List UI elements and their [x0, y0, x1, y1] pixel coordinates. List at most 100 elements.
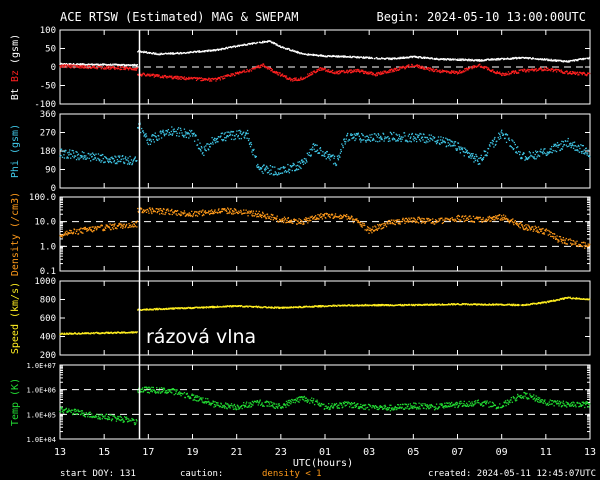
data-point — [184, 131, 187, 133]
data-point — [160, 52, 163, 55]
data-point — [535, 158, 537, 160]
data-point — [432, 136, 434, 138]
data-point — [188, 133, 190, 135]
data-point — [320, 69, 322, 72]
data-point — [333, 155, 336, 157]
data-point — [86, 67, 88, 69]
data-point — [506, 134, 509, 136]
data-point — [107, 65, 110, 68]
data-point — [323, 155, 325, 157]
data-point — [247, 212, 250, 214]
data-point — [378, 72, 380, 74]
data-point — [527, 224, 529, 226]
data-point — [207, 148, 209, 150]
data-point — [472, 67, 474, 69]
data-point — [550, 151, 552, 153]
data-point — [559, 69, 561, 72]
data-point — [437, 303, 440, 306]
data-point — [361, 224, 363, 226]
data-point — [120, 332, 122, 334]
data-point — [371, 57, 374, 60]
data-point — [431, 57, 433, 59]
data-point — [416, 140, 418, 143]
data-point — [175, 75, 177, 77]
data-point — [97, 63, 99, 65]
data-point — [81, 151, 84, 153]
data-point — [262, 212, 264, 215]
data-point — [77, 157, 79, 159]
data-point — [163, 53, 166, 55]
data-point — [95, 63, 98, 65]
data-point — [104, 68, 106, 70]
data-point — [438, 142, 441, 145]
data-point — [319, 305, 321, 307]
data-point — [241, 213, 243, 215]
data-point — [411, 303, 413, 306]
data-point — [81, 232, 83, 234]
data-point — [80, 227, 82, 229]
data-point — [525, 224, 527, 226]
data-point — [415, 65, 417, 68]
data-point — [373, 139, 375, 141]
data-point — [347, 305, 349, 307]
data-point — [547, 229, 549, 232]
data-point — [359, 71, 361, 74]
data-point — [127, 157, 129, 159]
data-point — [213, 139, 215, 141]
data-point — [376, 304, 378, 306]
data-point — [563, 239, 565, 241]
data-point — [217, 209, 220, 211]
data-point — [258, 165, 260, 168]
data-point — [449, 219, 451, 221]
data-point — [92, 226, 94, 228]
data-point — [91, 155, 93, 158]
data-point — [60, 148, 63, 150]
data-point — [343, 138, 345, 140]
data-point — [252, 153, 254, 156]
data-point — [213, 212, 215, 215]
data-point — [173, 308, 175, 310]
data-point — [379, 137, 381, 139]
data-point — [153, 141, 155, 143]
data-point — [219, 211, 221, 213]
data-point — [342, 145, 344, 147]
data-point — [136, 220, 138, 222]
data-point — [439, 217, 442, 220]
data-point — [561, 148, 564, 150]
data-point — [384, 70, 387, 72]
data-point — [109, 161, 112, 163]
data-point — [229, 74, 231, 77]
data-point — [434, 219, 437, 221]
data-point — [93, 154, 96, 157]
data-point — [576, 59, 578, 62]
data-point — [81, 228, 84, 230]
data-point — [489, 217, 492, 219]
data-point — [87, 229, 89, 232]
data-point — [352, 221, 355, 224]
data-point — [207, 212, 209, 214]
data-point — [466, 149, 468, 152]
data-point — [573, 60, 576, 62]
data-point — [67, 64, 69, 66]
data-point — [428, 304, 430, 306]
data-point — [422, 139, 424, 141]
data-point — [529, 227, 531, 229]
data-point — [266, 41, 269, 43]
data-point — [554, 238, 557, 240]
data-point — [209, 80, 211, 82]
data-point — [330, 156, 332, 158]
data-point — [209, 212, 211, 215]
data-point — [202, 77, 204, 80]
data-point — [335, 72, 337, 75]
data-point — [402, 56, 405, 58]
data-point — [212, 213, 214, 215]
data-point — [284, 75, 286, 77]
data-point — [243, 69, 245, 71]
data-point — [226, 135, 228, 137]
data-point — [244, 137, 246, 139]
data-point — [462, 58, 464, 60]
data-point — [109, 64, 111, 66]
data-point — [572, 147, 575, 149]
data-point — [458, 72, 460, 74]
data-point — [565, 237, 567, 240]
